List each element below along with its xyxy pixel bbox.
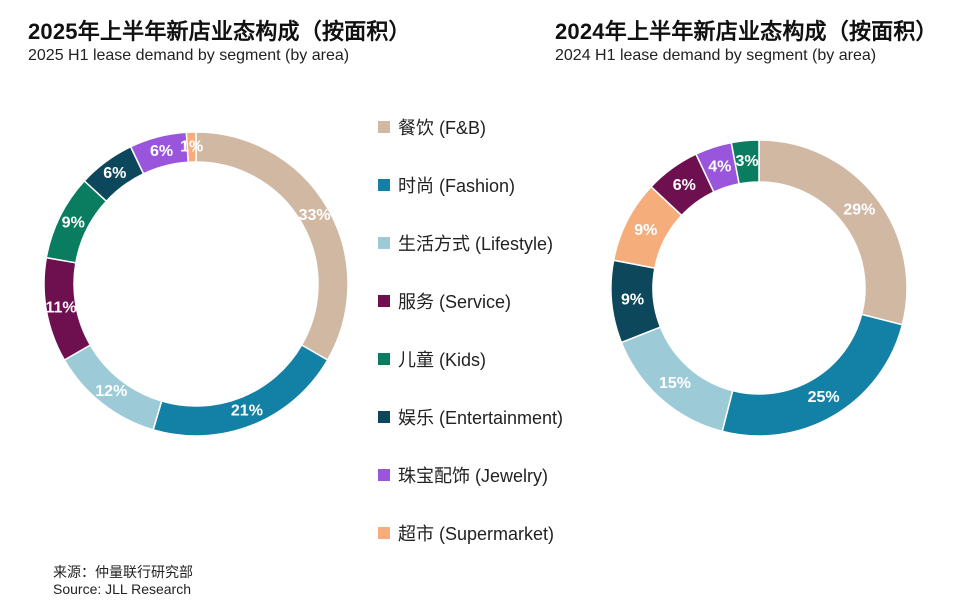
chart-2024-title-block: 2024年上半年新店业态构成（按面积） 2024 H1 lease demand…	[555, 18, 938, 65]
legend-label-entertainment: 娱乐 (Entertainment)	[398, 408, 564, 428]
chart-legend: 餐饮 (F&B) 时尚 (Fashion) 生活方式 (Lifestyle) 服…	[378, 98, 598, 562]
chart-2024-title: 2024年上半年新店业态构成（按面积）	[555, 19, 938, 44]
donut-2024-slice-fashion	[721, 313, 904, 437]
donut-2024-label-f-b: 29%	[843, 202, 875, 219]
donut-2025-label-kids: 9%	[62, 215, 85, 232]
chart-2025-title-block: 2025年上半年新店业态构成（按面积） 2025 H1 lease demand…	[28, 18, 411, 65]
donut-2024-label-jewelry: 4%	[708, 159, 731, 176]
chart-2024-subtitle: 2024 H1 lease demand by segment (by area…	[555, 47, 877, 64]
legend-swatch-kids	[378, 353, 390, 365]
chart-2025-title: 2025年上半年新店业态构成（按面积）	[28, 19, 411, 44]
donut-chart-2024: 29% 25% 15% 9% 9% 6% 4% 3%	[610, 139, 908, 437]
donut-2024-label-service: 6%	[673, 177, 696, 194]
legend-swatch-entertainment	[378, 411, 390, 423]
legend-swatch-fnb	[378, 121, 390, 133]
source-note: 来源：仲量联行研究部 Source: JLL Research	[53, 564, 193, 598]
legend-label-supermarket: 超市 (Supermarket)	[398, 524, 555, 544]
legend-label-lifestyle: 生活方式 (Lifestyle)	[398, 234, 554, 254]
chart-2025-subtitle: 2025 H1 lease demand by segment (by area…	[28, 47, 350, 64]
legend-swatch-fashion	[378, 179, 390, 191]
legend-item-supermarket: 超市 (Supermarket)	[378, 504, 598, 562]
donut-2025-label-jewelry: 6%	[150, 143, 173, 160]
donut-2025-slice-supermarket	[185, 131, 197, 164]
legend-item-kids: 儿童 (Kids)	[378, 330, 598, 388]
donut-2024-slice-f-b	[758, 139, 908, 326]
donut-2024-label-supermarket: 9%	[634, 222, 657, 239]
legend-label-service: 服务 (Service)	[398, 292, 512, 312]
legend-swatch-jewelry	[378, 469, 390, 481]
donut-2024-label-kids: 3%	[735, 153, 758, 170]
donut-chart-2025: 33% 21% 12% 11% 9% 6% 6% 1%	[43, 131, 349, 437]
legend-swatch-supermarket	[378, 527, 390, 539]
legend-item-service: 服务 (Service)	[378, 272, 598, 330]
legend-label-kids: 儿童 (Kids)	[398, 350, 487, 370]
legend-label-fashion: 时尚 (Fashion)	[398, 176, 516, 196]
donut-2024-slice-kids	[730, 139, 760, 185]
source-en: Source: JLL Research	[53, 581, 191, 597]
donut-2025-label-supermarket: 1%	[180, 139, 203, 156]
legend-label-fnb: 餐饮 (F&B)	[398, 118, 486, 138]
donut-2025-label-service: 11%	[46, 299, 77, 316]
legend-item-lifestyle: 生活方式 (Lifestyle)	[378, 214, 598, 272]
donut-2024-label-lifestyle: 15%	[659, 375, 691, 392]
donut-2025-slice-fashion	[152, 343, 329, 437]
legend-item-fashion: 时尚 (Fashion)	[378, 156, 598, 214]
source-zh: 来源：仲量联行研究部	[53, 564, 193, 580]
legend-item-fnb: 餐饮 (F&B)	[378, 98, 598, 156]
donut-2025-label-lifestyle: 12%	[95, 383, 127, 400]
donut-2025-label-entertainment: 6%	[103, 165, 126, 182]
donut-2024-label-fashion: 25%	[808, 389, 840, 406]
donut-2025-label-fashion: 21%	[231, 403, 263, 420]
legend-item-jewelry: 珠宝配饰 (Jewelry)	[378, 446, 598, 504]
donut-2024-label-entertainment: 9%	[621, 291, 644, 308]
legend-swatch-lifestyle	[378, 237, 390, 249]
legend-swatch-service	[378, 295, 390, 307]
donut-2025-label-f-b: 33%	[299, 207, 331, 224]
legend-item-entertainment: 娱乐 (Entertainment)	[378, 388, 598, 446]
legend-label-jewelry: 珠宝配饰 (Jewelry)	[398, 466, 549, 486]
donut-2025-slice-f-b	[195, 131, 349, 362]
